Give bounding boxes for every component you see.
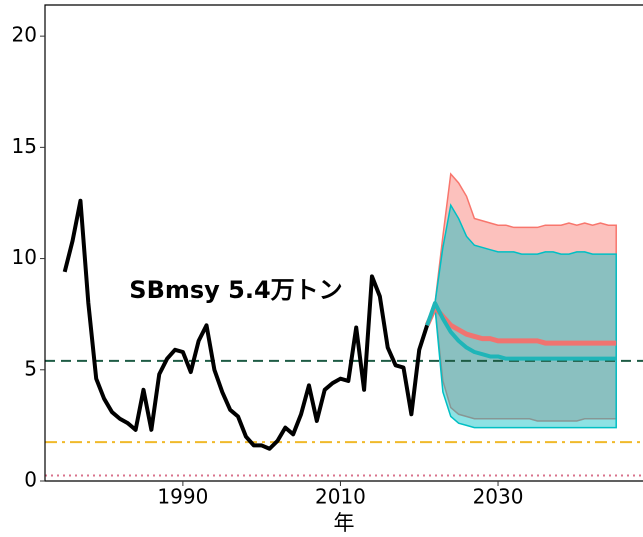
annotation: SBmsy 5.4万トン (129, 276, 342, 304)
line (424, 305, 617, 346)
y-tick-label: 20 (12, 23, 37, 47)
y-tick-label: 5 (24, 356, 37, 380)
y-tick-label: 15 (12, 134, 37, 158)
x-tick-label: 2030 (473, 485, 524, 509)
line (425, 301, 617, 361)
y-tick-label: 0 (24, 468, 37, 492)
x-axis-label: 年 (334, 511, 355, 535)
line (62, 198, 430, 451)
axis-frame (44, 4, 643, 482)
band (434, 203, 617, 429)
y-tick-label: 10 (12, 245, 37, 269)
x-tick-label: 2010 (315, 485, 366, 509)
x-tick-label: 1990 (157, 485, 208, 509)
